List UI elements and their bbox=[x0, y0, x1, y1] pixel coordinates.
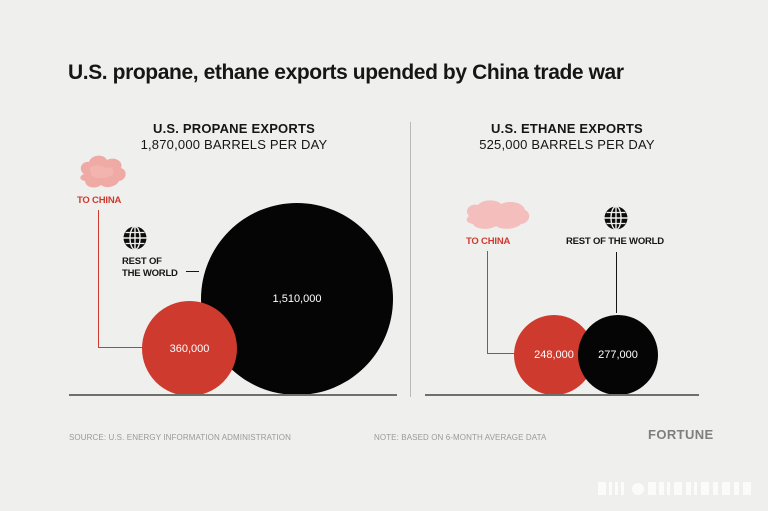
ethane-row-bubble: 277,000 bbox=[578, 315, 658, 395]
ethane-row-label: REST OF THE WORLD bbox=[566, 236, 664, 247]
propane-china-value: 360,000 bbox=[169, 342, 210, 355]
propane-china-leader-horizontal bbox=[98, 347, 142, 348]
propane-row-value: 1,510,000 bbox=[272, 293, 322, 305]
ethane-china-leader-horizontal bbox=[487, 353, 515, 354]
ethane-panel-title: U.S. ETHANE EXPORTS bbox=[491, 121, 643, 136]
propane-panel-header: U.S. PROPANE EXPORTS 1,870,000 BARRELS P… bbox=[104, 121, 364, 152]
china-map-icon bbox=[466, 200, 530, 229]
ethane-china-value: 248,000 bbox=[534, 349, 574, 361]
ethane-row-leader bbox=[616, 252, 617, 313]
ethane-panel-header: U.S. ETHANE EXPORTS 525,000 BARRELS PER … bbox=[437, 121, 697, 152]
propane-row-label-line2: THE WORLD bbox=[122, 268, 178, 279]
chart-title: U.S. propane, ethane exports upended by … bbox=[68, 61, 624, 84]
watermark-icon bbox=[598, 482, 751, 495]
panel-divider bbox=[410, 122, 411, 397]
propane-baseline bbox=[69, 394, 397, 396]
propane-row-label-line1: REST OF bbox=[122, 256, 162, 267]
ethane-china-leader-vertical bbox=[487, 251, 488, 354]
source-note: SOURCE: U.S. ENERGY INFORMATION ADMINIST… bbox=[69, 433, 291, 442]
ethane-globe-icon bbox=[604, 205, 628, 231]
data-note: NOTE: BASED ON 6-MONTH AVERAGE DATA bbox=[374, 433, 547, 442]
china-map-icon bbox=[80, 155, 126, 188]
fortune-logo: FORTUNE bbox=[648, 427, 714, 442]
ethane-baseline bbox=[425, 394, 699, 396]
propane-panel-title: U.S. PROPANE EXPORTS bbox=[153, 121, 315, 136]
propane-china-label: TO CHINA bbox=[77, 195, 122, 206]
propane-panel-subtitle: 1,870,000 BARRELS PER DAY bbox=[140, 137, 328, 152]
propane-globe-icon bbox=[123, 225, 147, 251]
ethane-china-label: TO CHINA bbox=[466, 236, 511, 247]
ethane-row-value: 277,000 bbox=[598, 349, 638, 361]
propane-row-label: REST OF THE WORLD bbox=[122, 256, 178, 280]
propane-row-leader bbox=[186, 271, 199, 272]
propane-china-leader-vertical bbox=[98, 210, 99, 348]
propane-china-bubble: 360,000 bbox=[142, 301, 237, 396]
ethane-panel-subtitle: 525,000 BARRELS PER DAY bbox=[479, 137, 655, 152]
